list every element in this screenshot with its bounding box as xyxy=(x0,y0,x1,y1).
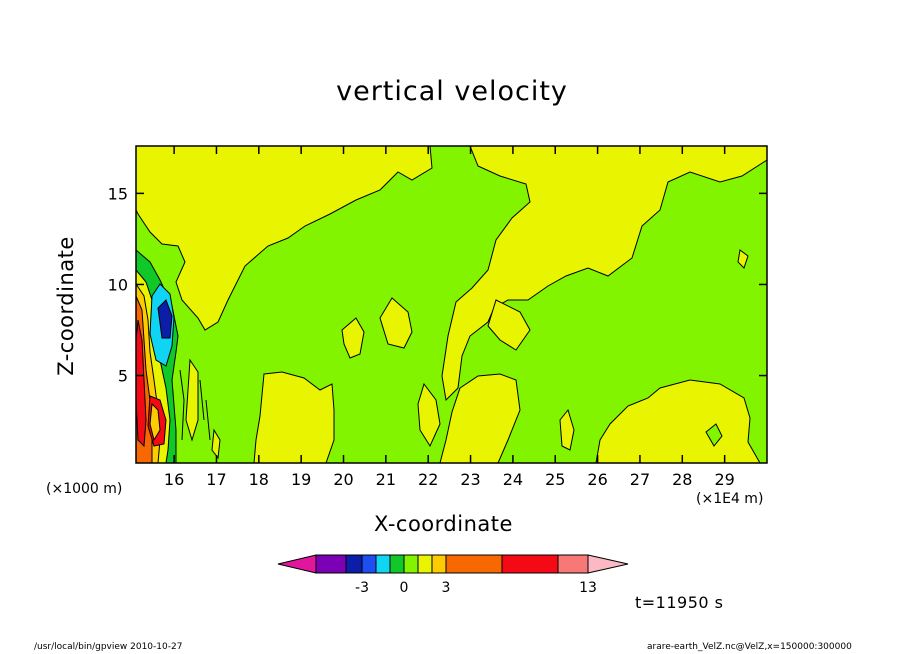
colorbar-arrow-left xyxy=(277,554,317,574)
plot-frame xyxy=(135,145,768,464)
y-axis: 5 10 15 xyxy=(108,184,767,386)
colorbar-segment xyxy=(431,554,447,574)
colorbar-segment xyxy=(389,554,405,574)
chart-title: vertical velocity xyxy=(336,76,568,107)
colorbar-segment xyxy=(445,554,503,574)
x-tick-label: 18 xyxy=(249,470,269,489)
y-tick-label: 10 xyxy=(108,275,128,294)
y-tick-label: 15 xyxy=(108,184,128,203)
colorbar-segment xyxy=(417,554,433,574)
colorbar-arrow-right xyxy=(587,554,629,574)
y-axis-unit: (×1000 m) xyxy=(46,481,123,497)
x-tick-label: 16 xyxy=(164,470,184,489)
x-tick-label: 22 xyxy=(418,470,438,489)
colorbar-segment xyxy=(315,554,347,574)
x-tick-label: 24 xyxy=(503,470,523,489)
colorbar-segment xyxy=(361,554,377,574)
colorbar-tick-label: 0 xyxy=(400,580,409,596)
x-tick-label: 17 xyxy=(206,470,226,489)
colorbar-tick-label: 3 xyxy=(442,580,451,596)
colorbar: -3 0 3 13 xyxy=(277,554,629,596)
x-tick-label: 23 xyxy=(460,470,480,489)
footer-left: /usr/local/bin/gpview 2010-10-27 xyxy=(34,642,183,652)
x-tick-label: 26 xyxy=(587,470,607,489)
x-tick-label: 28 xyxy=(672,470,692,489)
colorbar-tick-label: -3 xyxy=(355,580,369,596)
colorbar-segment xyxy=(557,554,589,574)
y-axis-label: Z-coordinate xyxy=(54,236,78,376)
x-tick-label: 20 xyxy=(333,470,353,489)
colorbar-segment xyxy=(501,554,559,574)
x-tick-label: 21 xyxy=(376,470,396,489)
x-axis-label: X-coordinate xyxy=(374,512,513,536)
x-axis-unit: (×1E4 m) xyxy=(696,491,764,507)
colorbar-tick-label: 13 xyxy=(579,580,597,596)
x-tick-label: 27 xyxy=(630,470,650,489)
colorbar-segment xyxy=(403,554,419,574)
x-tick-label: 25 xyxy=(545,470,565,489)
colorbar-segment xyxy=(345,554,363,574)
x-tick-label: 19 xyxy=(291,470,311,489)
y-tick-label: 5 xyxy=(118,367,128,386)
colorbar-segment xyxy=(375,554,391,574)
contour-fill xyxy=(136,146,767,463)
time-label: t=11950 s xyxy=(635,593,724,612)
x-tick-label: 29 xyxy=(714,470,734,489)
x-axis: 16 17 18 19 20 21 22 23 24 25 26 27 28 29 xyxy=(164,146,735,489)
footer-right: arare-earth_VelZ.nc@VelZ,x=150000:300000 xyxy=(647,642,852,652)
